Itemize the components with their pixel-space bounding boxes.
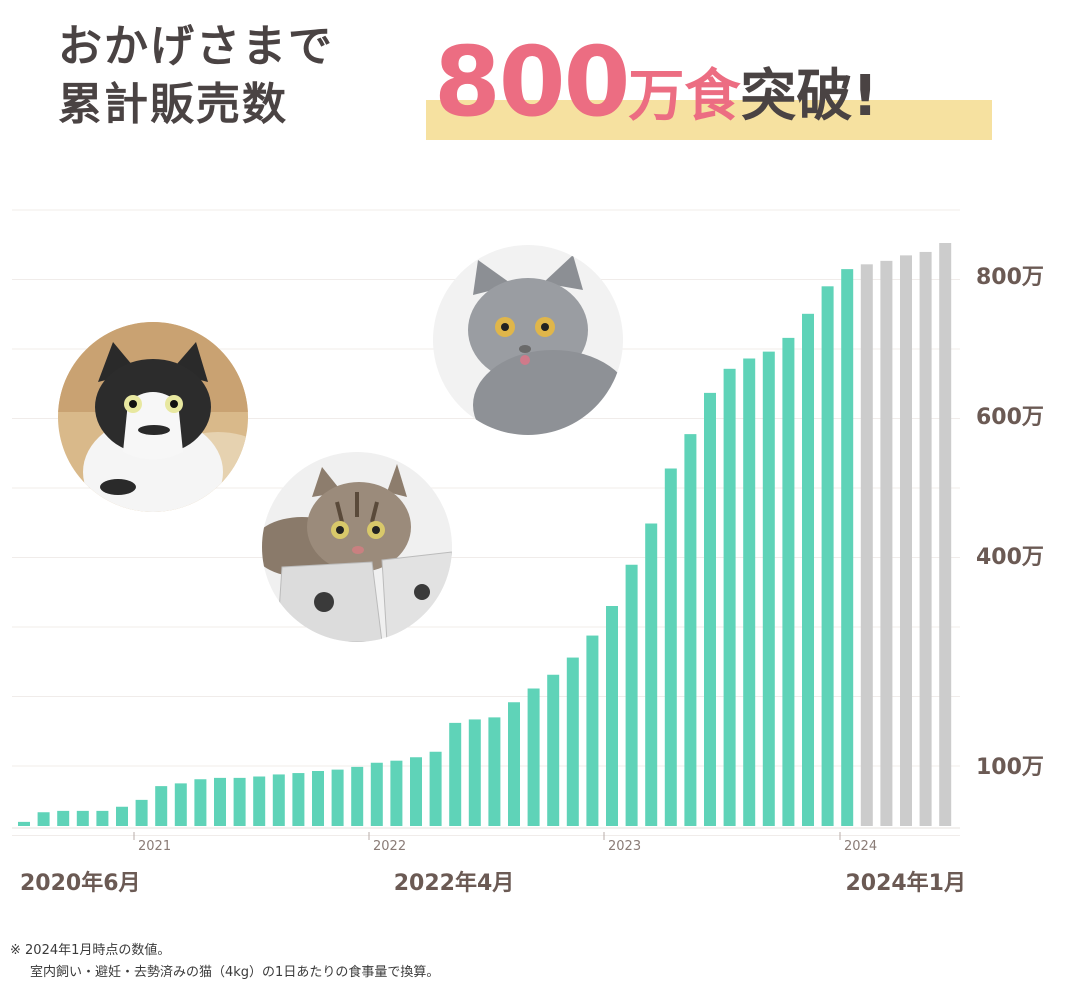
y-axis-label: 600万 xyxy=(976,405,1044,430)
sales-bar xyxy=(135,799,148,826)
sales-bar xyxy=(684,434,697,826)
sales-bar xyxy=(292,773,305,826)
headline-left: おかげさまで 累計販売数 xyxy=(58,18,418,134)
sales-bar xyxy=(704,392,716,826)
sales-bar xyxy=(312,771,324,826)
sales-bar xyxy=(155,786,168,826)
sales-bar xyxy=(841,269,854,826)
sales-bar xyxy=(468,719,481,826)
sales-bar xyxy=(508,702,520,826)
sales-bar xyxy=(194,779,207,826)
sales-bar xyxy=(645,523,658,826)
sales-bar xyxy=(272,774,285,826)
sales-bar xyxy=(37,812,50,826)
sales-bar xyxy=(18,821,30,826)
sales-bar xyxy=(488,717,501,826)
date-label: 2020年6月 xyxy=(20,870,141,896)
date-label: 2024年1月 xyxy=(845,870,966,896)
sales-bar xyxy=(762,351,775,826)
sales-bar xyxy=(547,674,560,826)
sales-bar xyxy=(174,783,187,826)
sales-bar xyxy=(390,760,403,826)
sales-bar xyxy=(96,810,109,826)
y-axis-label: 100万 xyxy=(976,755,1044,780)
headline-unit: 万食 xyxy=(628,64,741,129)
sales-bar xyxy=(664,468,677,826)
y-axis-label: 400万 xyxy=(976,545,1044,570)
headline-right: 800万食突破! xyxy=(426,22,996,142)
sales-bar xyxy=(743,358,756,826)
projection-bar xyxy=(919,251,932,826)
projection-bar xyxy=(860,264,873,826)
headline-number: 800 xyxy=(434,26,630,138)
headline-suffix: 突破! xyxy=(740,64,878,129)
sales-bar xyxy=(214,777,226,826)
sales-bar xyxy=(429,751,442,826)
sales-bar xyxy=(821,286,834,826)
sales-bar xyxy=(116,806,128,826)
sales-bar xyxy=(586,635,599,826)
sales-bar xyxy=(449,722,462,826)
sales-bar xyxy=(782,337,795,826)
sales-bar xyxy=(370,762,383,826)
sales-bar xyxy=(802,313,814,826)
footnote: ※ 2024年1月時点の数値。 室内飼い・避妊・去勢済みの猫（4kg）の1日あた… xyxy=(10,940,439,984)
sales-bar xyxy=(410,757,422,826)
cat-photo-tabby-with-bags xyxy=(262,452,452,642)
year-tick-label: 2024 xyxy=(844,839,877,854)
date-label: 2022年4月 xyxy=(394,870,515,896)
footnote-line-1: ※ 2024年1月時点の数値。 xyxy=(10,943,171,958)
sales-bar xyxy=(606,606,618,826)
headline-line-1: おかげさまで xyxy=(58,21,334,72)
sales-bar xyxy=(625,564,638,826)
footnote-line-2: 室内飼い・避妊・去勢済みの猫（4kg）の1日あたりの食事量で換算。 xyxy=(30,965,440,980)
sales-bar xyxy=(233,777,246,826)
sales-bar xyxy=(253,776,266,826)
headline-big: 800万食突破! xyxy=(434,22,878,157)
projection-bar xyxy=(939,243,952,826)
headline-line-2: 累計販売数 xyxy=(58,79,288,130)
sales-bar xyxy=(723,368,736,826)
year-tick-label: 2021 xyxy=(138,839,171,854)
sales-bar xyxy=(351,766,364,826)
headline-highlight xyxy=(426,100,992,140)
sales-bar xyxy=(57,810,70,826)
sales-bar xyxy=(566,657,579,826)
projection-bar xyxy=(900,255,912,826)
cat-photo-gray xyxy=(433,245,623,435)
sales-bar xyxy=(76,810,89,826)
year-tick-label: 2022 xyxy=(373,839,406,854)
projection-bar xyxy=(880,260,893,826)
year-tick-label: 2023 xyxy=(608,839,641,854)
y-axis-label: 800万 xyxy=(976,265,1044,290)
sales-chart: 2021 2022 2023 2024 800万 600万 400万 100万 2020年6月 2… xyxy=(12,209,1044,896)
cat-photo-black-white xyxy=(58,322,248,512)
sales-bar xyxy=(331,769,344,826)
sales-bar xyxy=(527,688,540,826)
